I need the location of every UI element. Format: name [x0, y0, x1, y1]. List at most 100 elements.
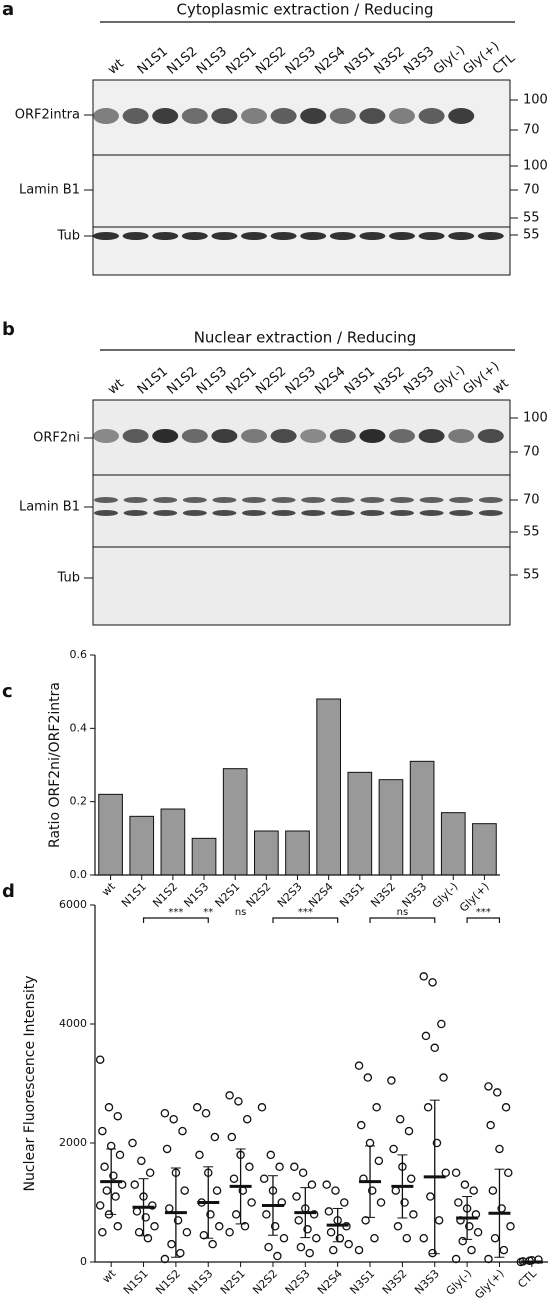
data-point: [143, 1233, 153, 1243]
band: [152, 108, 179, 124]
band: [211, 232, 238, 240]
data-point: [273, 1251, 282, 1261]
data-point: [393, 1222, 403, 1231]
data-point: [307, 1180, 317, 1189]
lane-label: N1S2: [164, 44, 200, 78]
band: [330, 510, 355, 516]
data-point: [484, 1254, 493, 1264]
lane-label: N3S2: [372, 44, 408, 78]
data-point: [441, 1168, 450, 1178]
bar: [98, 793, 123, 876]
marker-label: 100: [523, 93, 548, 108]
data-point: [372, 1103, 381, 1112]
band: [93, 429, 119, 443]
data-point: [150, 1222, 159, 1231]
lane-label: N3S2: [372, 364, 408, 398]
data-point: [167, 1239, 176, 1249]
data-point: [98, 1126, 107, 1136]
x-tick-label: N2S2: [250, 1267, 280, 1297]
data-point: [460, 1180, 470, 1189]
data-point: [234, 1097, 243, 1106]
data-point: [488, 1186, 498, 1195]
lane-label: N3S3: [401, 364, 437, 398]
y-axis-label: Ratio ORF2ni/ORF2intra: [47, 682, 63, 848]
x-tick-label: N2S3: [275, 880, 305, 910]
data-point: [484, 1082, 493, 1091]
x-tick-label: N2S3: [283, 1267, 313, 1297]
data-point: [109, 1171, 118, 1180]
data-point: [344, 1239, 353, 1249]
data-point: [201, 1109, 211, 1118]
lane-label: N1S1: [135, 364, 171, 398]
data-point: [387, 1076, 396, 1085]
y-tick-label: 0: [80, 1255, 87, 1268]
significance-label: ***: [168, 907, 183, 918]
bar: [160, 808, 186, 876]
x-tick-label: CTL: [515, 1266, 539, 1290]
panel-label: a: [2, 0, 14, 20]
band: [389, 108, 415, 124]
data-point: [240, 1222, 250, 1231]
band: [211, 429, 238, 443]
data-point: [421, 1031, 431, 1041]
significance-bracket: [272, 917, 339, 923]
data-point: [173, 1216, 183, 1225]
band: [390, 497, 414, 503]
data-point: [458, 1236, 467, 1246]
lane-label: wt: [105, 56, 127, 78]
data-point: [195, 1150, 204, 1160]
band: [93, 108, 119, 124]
x-tick-label: N3S3: [400, 880, 430, 910]
band: [301, 497, 326, 503]
data-point: [374, 1156, 384, 1166]
band: [330, 497, 355, 503]
band: [212, 510, 237, 516]
data-point: [95, 1055, 105, 1064]
data-point: [305, 1248, 314, 1258]
data-point: [406, 1174, 416, 1183]
data-point: [225, 1091, 234, 1100]
band: [241, 108, 267, 124]
bar: [472, 823, 497, 876]
band: [122, 232, 149, 240]
band: [122, 108, 149, 124]
band: [270, 232, 297, 240]
band: [300, 108, 327, 124]
band: [270, 429, 297, 443]
marker-label: 70: [523, 493, 540, 508]
data-point: [303, 1225, 312, 1234]
data-point: [148, 1201, 157, 1210]
band: [360, 497, 385, 503]
data-point: [102, 1186, 112, 1195]
data-point: [465, 1222, 474, 1231]
significance-label: ***: [298, 907, 313, 918]
data-point: [294, 1216, 303, 1225]
band: [359, 232, 386, 240]
data-point: [225, 1228, 234, 1237]
band: [329, 429, 356, 443]
data-point: [501, 1103, 511, 1112]
data-point: [169, 1114, 178, 1124]
band: [478, 510, 503, 516]
data-point: [141, 1213, 150, 1222]
data-point: [340, 1198, 349, 1207]
bar: [347, 771, 373, 876]
data-point: [270, 1222, 280, 1231]
data-point: [469, 1186, 478, 1195]
data-point: [409, 1210, 418, 1219]
band: [477, 429, 504, 443]
lane-label: N2S1: [224, 364, 260, 398]
x-tick-label: N1S1: [121, 1267, 151, 1297]
x-tick-label: N3S3: [412, 1267, 442, 1297]
data-point: [428, 978, 437, 987]
data-point: [206, 1210, 215, 1219]
data-point: [419, 972, 428, 981]
x-tick-label: N1S3: [186, 1267, 216, 1297]
x-tick-label: N3S2: [368, 880, 398, 910]
band: [301, 510, 326, 516]
data-point: [199, 1230, 209, 1240]
y-tick-label: 0.6: [70, 648, 88, 661]
band: [270, 108, 297, 124]
data-point: [160, 1109, 170, 1118]
